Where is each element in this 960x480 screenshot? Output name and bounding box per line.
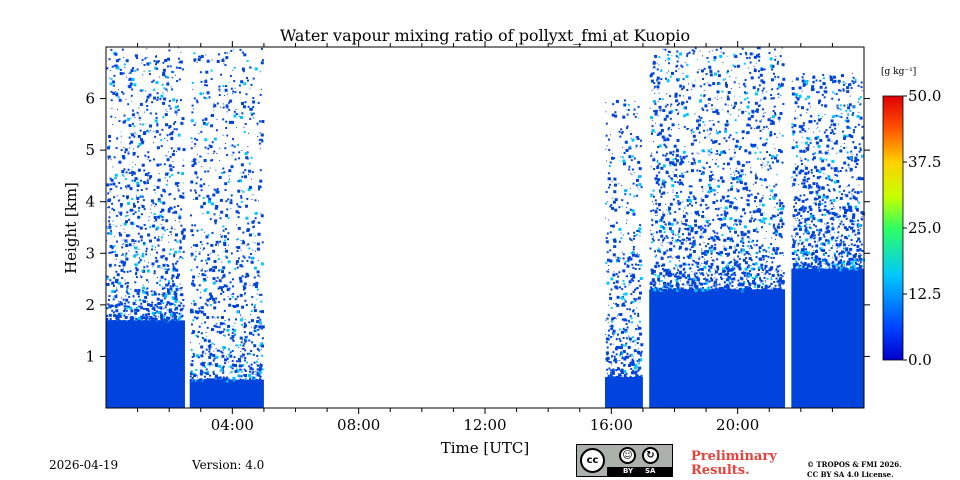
badge-by-text: BY — [623, 467, 634, 475]
x-axis: 04:00 08:00 12:00 16:00 20:00 — [137, 41, 833, 434]
y-tick-label: 2 — [85, 296, 95, 314]
footer-version: Version: 4.0 — [192, 458, 265, 472]
y-tick-label: 4 — [85, 193, 95, 211]
x-axis-label: Time [UTC] — [441, 439, 530, 457]
colorbar-tick-label: 50.0 — [908, 87, 941, 105]
colorbar-tick-label: 25.0 — [908, 219, 941, 237]
y-tick-label: 6 — [85, 90, 95, 108]
colorbar — [882, 95, 904, 361]
x-tick-label: 16:00 — [590, 416, 633, 434]
dense-region-2 — [605, 377, 643, 408]
copyright-line-1: © TROPOS & FMI 2026. — [807, 460, 902, 469]
colorbar-tick-label: 37.5 — [908, 153, 941, 171]
y-axis-label: Height [km] — [62, 182, 80, 274]
dense-region-4 — [791, 268, 864, 408]
cc-icon: cc — [580, 448, 605, 473]
x-tick-label: 04:00 — [211, 416, 254, 434]
speckle-region-0 — [106, 47, 186, 324]
attribution-icon: ☺ — [619, 447, 636, 464]
y-tick-label: 1 — [85, 347, 95, 365]
copyright-line-2: CC BY SA 4.0 License. — [807, 470, 894, 479]
chart-title: Water vapour mixing ratio of pollyxt_fmi… — [280, 26, 690, 45]
colorbar-tick-label: 0.0 — [908, 351, 932, 369]
dense-region-3 — [649, 289, 786, 408]
footer-date: 2026-04-19 — [49, 458, 119, 472]
speckle-region-1 — [189, 47, 265, 383]
badge-bar — [607, 467, 672, 476]
colorbar-unit: [g kg⁻¹] — [881, 67, 916, 77]
x-tick-label: 08:00 — [337, 416, 380, 434]
dense-region-1 — [189, 379, 264, 408]
y-tick-label: 3 — [85, 244, 95, 262]
colorbar-tick-label: 12.5 — [908, 285, 941, 303]
speckle-region-2 — [605, 99, 644, 381]
speckle-region-3 — [649, 47, 786, 293]
dense-region-0 — [106, 320, 185, 408]
preliminary-line-2: Results. — [691, 463, 750, 478]
y-axis: 1 2 3 4 5 6 — [85, 90, 870, 365]
x-tick-label: 20:00 — [716, 416, 759, 434]
share-alike-icon: ↻ — [642, 447, 659, 464]
badge-sa-text: SA — [645, 467, 656, 475]
copyright-notice: © TROPOS & FMI 2026. CC BY SA 4.0 Licens… — [807, 460, 902, 480]
y-tick-label: 5 — [85, 141, 95, 159]
colorbar-ticks: 0.0 12.5 25.0 37.5 50.0 — [903, 87, 941, 369]
preliminary-notice: Preliminary Results. — [691, 450, 777, 478]
preliminary-line-1: Preliminary — [691, 449, 777, 464]
speckle-region-4 — [791, 72, 865, 272]
x-tick-label: 12:00 — [463, 416, 506, 434]
plot-area — [106, 47, 865, 408]
cc-license-badge: cc ☺ ↻ BY SA — [576, 444, 673, 477]
